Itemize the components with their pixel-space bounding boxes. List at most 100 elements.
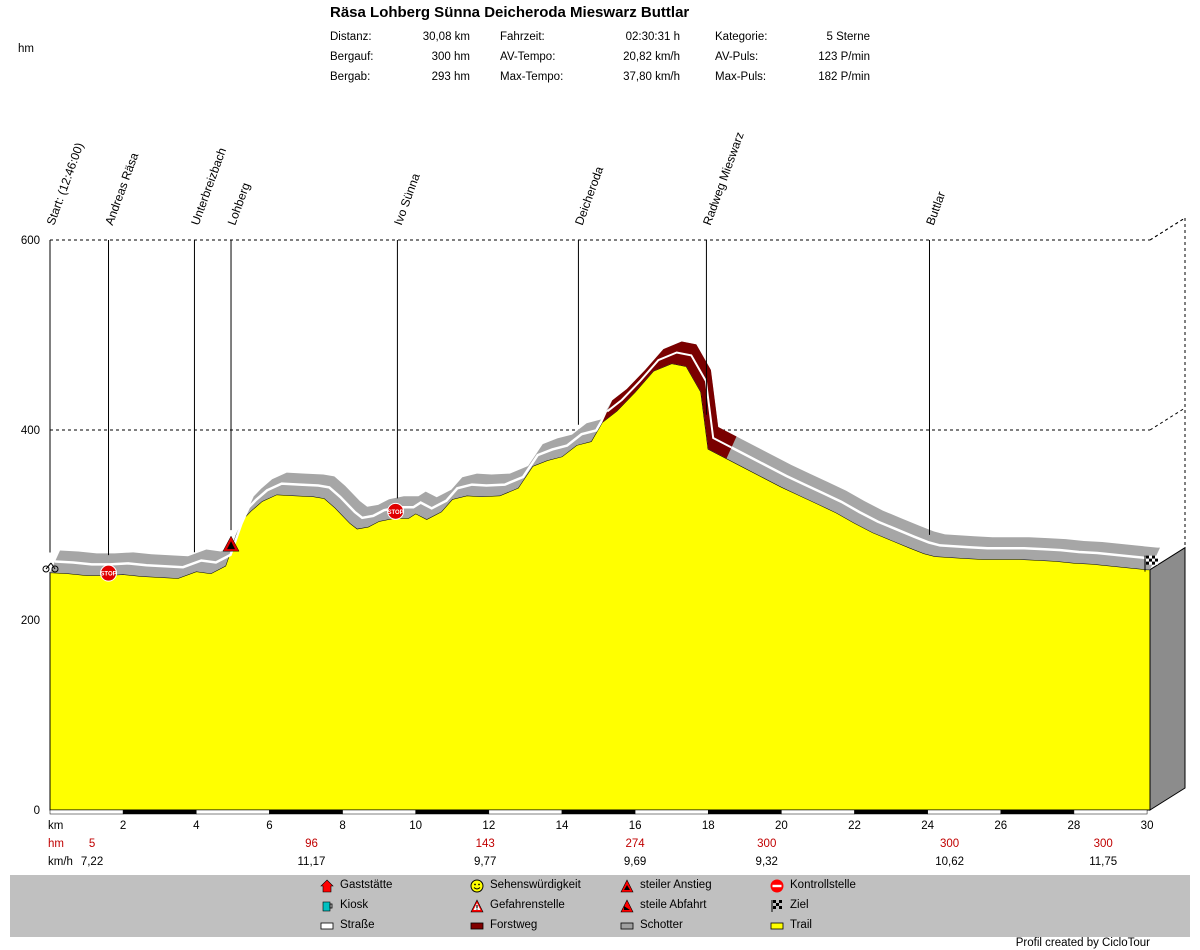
legend-label: Kiosk [340, 899, 369, 911]
finish-flag-icon [771, 900, 782, 912]
stat-value: 5 Sterne [826, 31, 870, 43]
steep-descent-icon [620, 899, 634, 913]
road-swatch-icon [320, 922, 334, 930]
bike-icon [42, 562, 59, 573]
x-tick-label: 30 [1141, 820, 1154, 832]
flag-cell [1149, 561, 1152, 565]
waypoint-label: Lohberg [225, 181, 253, 227]
stat-value: 182 P/min [818, 71, 870, 83]
stat-value: 123 P/min [818, 51, 870, 63]
grid-line-depth [1149, 407, 1186, 431]
stop-icon [770, 879, 784, 893]
stat-label: Fahrzeit: [500, 31, 545, 43]
x-axis-segment [634, 809, 709, 815]
forest-road-band [602, 341, 737, 459]
x-tick-label: 24 [921, 820, 934, 832]
stat-value: 20,82 km/h [623, 51, 680, 63]
x-axis-segment [196, 809, 270, 815]
x-axis-segment [854, 809, 928, 815]
x-axis-segment [49, 809, 124, 815]
stat-label: Max-Puls: [715, 71, 767, 83]
x-unit-label: km [48, 820, 63, 832]
hm-row-value: 300 [1094, 838, 1113, 850]
elevation-profile-chart: 0 200 400 600 Start: (12:46:00) Andreas Räsa… [21, 130, 1186, 868]
x-axis-segment [488, 809, 563, 815]
x-tick-label: 16 [629, 820, 642, 832]
flag-cell [1149, 555, 1152, 559]
hm-row-label: hm [48, 838, 64, 850]
flag-cell [1152, 561, 1155, 565]
flag-cell [1155, 561, 1158, 565]
stat-value: 300 hm [431, 51, 470, 63]
x-tick-label: 26 [994, 820, 1007, 832]
speed-row-value: 10,62 [935, 856, 964, 868]
legend-label: Schotter [640, 919, 683, 931]
house-icon [320, 879, 334, 893]
speed-row-value: 9,69 [624, 856, 646, 868]
speed-row-value: 9,32 [756, 856, 778, 868]
flag-cell [1146, 555, 1149, 559]
x-tick-label: 2 [120, 820, 126, 832]
waypoint-label: Ivo Sünna [391, 171, 423, 227]
hm-row-value: 96 [305, 838, 318, 850]
flag-cell [1149, 558, 1152, 562]
x-tick-label: 6 [266, 820, 272, 832]
x-tick-label: 28 [1068, 820, 1081, 832]
stat-label: AV-Puls: [715, 51, 759, 63]
forest-road-center-line [606, 351, 732, 449]
stat-value: 30,08 km [422, 31, 470, 43]
speed-row-value: 11,75 [1089, 856, 1117, 868]
legend-label: Trail [790, 919, 812, 931]
legend-label: Ziel [790, 899, 809, 911]
x-tick-label: 8 [339, 820, 345, 832]
x-axis-segment [342, 809, 416, 815]
x-tick-label: 18 [702, 820, 715, 832]
x-axis-segment [415, 809, 490, 815]
hm-row-value: 274 [626, 838, 646, 850]
y-tick-label: 600 [21, 235, 40, 247]
smiley-icon [470, 879, 484, 893]
steep-climb-icon [620, 879, 634, 893]
legend-label: Kontrollstelle [790, 879, 856, 891]
road-center-line [54, 351, 1155, 569]
stat-value: 37,80 km/h [623, 71, 680, 83]
x-tick-label: 10 [409, 820, 422, 832]
stat-label: AV-Tempo: [500, 51, 556, 63]
stop-icon-shape [387, 502, 405, 520]
x-tick-label: 14 [556, 820, 569, 832]
x-tick-label: 20 [775, 820, 788, 832]
flag-cell [1152, 558, 1155, 562]
hm-row-value: 143 [476, 838, 495, 850]
waypoint-label: Radweg Mieswarz [700, 130, 747, 227]
stat-label: Bergauf: [330, 51, 374, 63]
legend-label: steile Abfahrt [640, 899, 707, 911]
x-axis-segment [781, 809, 855, 815]
flag-cell [1152, 555, 1155, 559]
stat-label: Distanz: [330, 31, 372, 43]
stop-icon-shape [100, 564, 118, 582]
steep-icon-inner [227, 541, 236, 550]
legend-label: Forstweg [490, 919, 538, 931]
stat-label: Kategorie: [715, 31, 768, 43]
danger-icon [470, 899, 484, 913]
x-tick-label: 22 [848, 820, 861, 832]
y-unit-label: hm [18, 43, 34, 55]
bike-wheel [42, 565, 50, 573]
bike-frame [50, 562, 56, 570]
cup-icon [322, 901, 333, 912]
hm-row-value: 300 [940, 838, 959, 850]
x-axis-segment [927, 809, 1002, 815]
x-axis-segment [707, 809, 782, 815]
stop-icon: STOP [100, 564, 118, 582]
credit-text: Profil created by CicloTour [1015, 937, 1150, 949]
x-tick-label: 4 [193, 820, 200, 832]
gravel-road-band [50, 341, 1160, 579]
flag-cell [1155, 555, 1158, 559]
x-axis-segment [122, 809, 197, 815]
stop-icon-glyph: STOP [100, 572, 116, 578]
bike-wheel [51, 565, 59, 573]
speed-row-value: 9,77 [474, 856, 496, 868]
x-tick-label: 12 [482, 820, 495, 832]
steep-climb-icon [222, 535, 240, 552]
y-tick-label: 0 [34, 805, 40, 817]
